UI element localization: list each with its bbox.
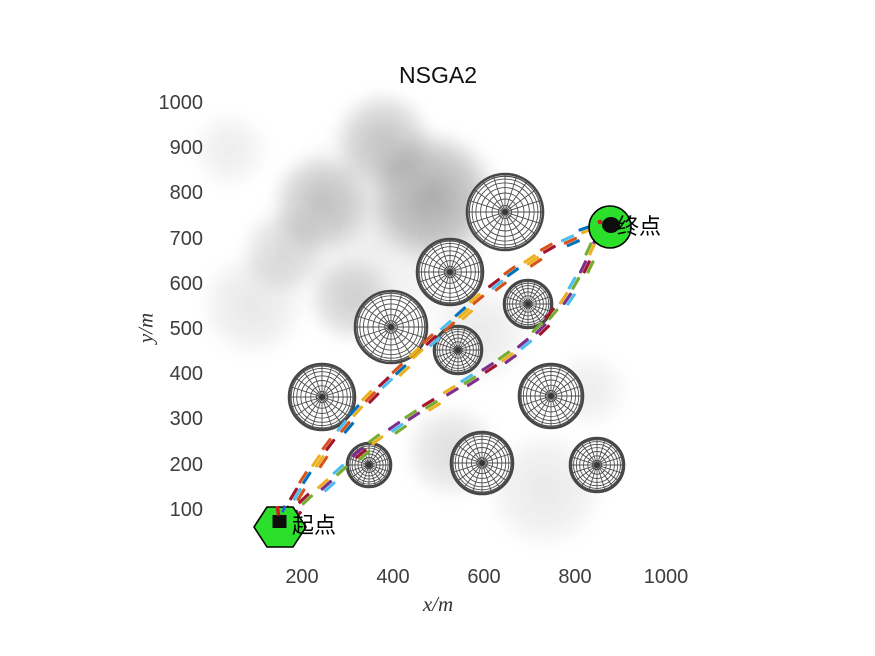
start-uav-red-icon xyxy=(275,505,281,516)
threat-cloud xyxy=(178,230,328,380)
y-tick-label: 800 xyxy=(169,182,203,205)
path-dash xyxy=(578,260,595,274)
marker-layer xyxy=(253,205,632,548)
x-tick-label: 200 xyxy=(285,566,319,588)
chart-title: NSGA2 xyxy=(399,62,477,88)
x-tick-label: 1000 xyxy=(643,566,689,588)
y-tick-label: 300 xyxy=(169,408,203,431)
threat-cloud xyxy=(223,192,343,312)
path-dash xyxy=(516,337,533,351)
path-dash xyxy=(421,398,441,412)
path-dash xyxy=(439,319,456,333)
obstacle-sphere xyxy=(517,362,585,430)
obstacle-sphere xyxy=(568,436,626,494)
pareto-path-upper xyxy=(277,221,611,519)
y-tick-label: 700 xyxy=(169,227,203,250)
path-dash xyxy=(408,346,424,360)
y-tick-label: 500 xyxy=(169,318,203,340)
y-tick-label: 100 xyxy=(169,498,203,521)
start-uav-blue-icon xyxy=(281,505,287,513)
y-tick-label: 900 xyxy=(169,137,203,160)
y-tick-label: 400 xyxy=(169,363,203,386)
path-dash xyxy=(539,242,556,254)
x-tick-label: 600 xyxy=(467,566,501,588)
path-dash xyxy=(332,463,348,477)
obstacle-sphere xyxy=(449,430,515,496)
path-dash xyxy=(377,376,394,389)
path-dash xyxy=(367,433,384,446)
path-dash xyxy=(487,277,507,292)
obstacle-sphere xyxy=(432,324,484,376)
path-dash xyxy=(460,373,480,388)
y-tick-label: 600 xyxy=(169,272,203,295)
path-dash xyxy=(288,487,306,502)
threat-cloud xyxy=(250,131,394,275)
path-dash xyxy=(421,333,441,348)
obstacle-sphere xyxy=(502,278,554,330)
path-dash xyxy=(481,362,498,374)
path-dash xyxy=(442,385,459,397)
obstacle-sphere xyxy=(465,172,545,252)
path-dash xyxy=(361,389,380,404)
path-dash xyxy=(584,242,597,256)
path-dash xyxy=(523,253,543,268)
start-uav-body-icon xyxy=(272,515,287,528)
end-uav-body-icon xyxy=(602,217,620,233)
x-axis-label: x/m xyxy=(422,592,454,616)
path-dash xyxy=(298,492,314,506)
path-dash xyxy=(531,321,551,336)
path-dash xyxy=(348,404,364,418)
end-uav-red-icon xyxy=(597,219,603,225)
path-dash xyxy=(567,276,581,290)
path-layer xyxy=(277,221,611,523)
path-dash xyxy=(497,350,517,365)
y-tick-label: 1000 xyxy=(158,92,204,114)
path-dash xyxy=(404,409,421,422)
end-point-label: 终点 xyxy=(617,215,662,240)
obstacle-sphere xyxy=(345,441,393,489)
path-dash xyxy=(316,478,336,493)
path-dash xyxy=(454,306,474,321)
path-dash xyxy=(321,437,336,452)
path-dash xyxy=(391,362,411,377)
path-dash xyxy=(558,291,576,306)
path-dash xyxy=(351,446,371,461)
threat-cloud xyxy=(313,70,453,210)
obstacle-layer xyxy=(287,172,626,496)
path-dash xyxy=(387,420,407,435)
path-dash xyxy=(298,470,312,485)
obstacle-sphere xyxy=(353,289,429,365)
path-dash xyxy=(336,419,355,434)
path-dash xyxy=(560,234,581,248)
obstacle-sphere xyxy=(287,362,357,432)
path-dash xyxy=(503,265,520,278)
path-dash xyxy=(544,307,559,321)
obstacle-sphere xyxy=(415,237,485,307)
x-tick-label: 400 xyxy=(376,566,410,588)
y-tick-label: 200 xyxy=(169,453,203,476)
x-tick-label: 800 xyxy=(558,566,592,588)
path-dash xyxy=(311,454,329,469)
start-point-label: 起点 xyxy=(292,514,337,539)
threat-cloud xyxy=(175,95,285,205)
path-dash xyxy=(468,292,485,306)
